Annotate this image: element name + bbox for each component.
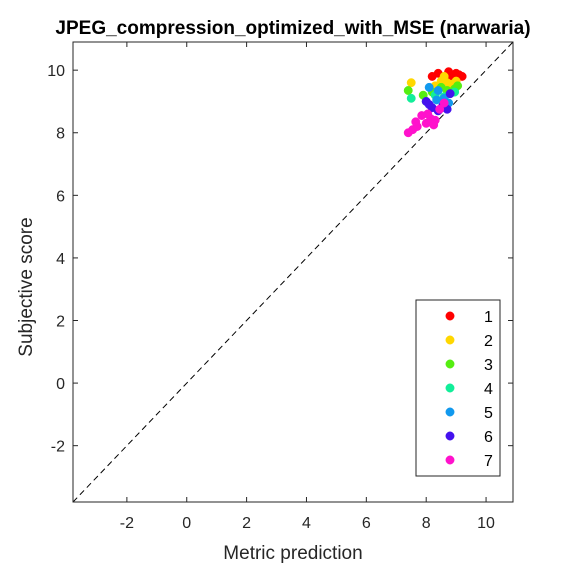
data-point (439, 71, 449, 81)
legend-marker (445, 407, 455, 417)
legend: 1 2 3 4 5 6 7 (415, 299, 501, 477)
data-point (403, 86, 413, 95)
data-point (406, 93, 416, 103)
x-tick-label: 6 (362, 515, 371, 532)
chart-title: JPEG_compression_optimized_with_MSE (nar… (55, 18, 530, 39)
data-point (423, 109, 433, 119)
x-tick-label: 10 (477, 515, 495, 532)
legend-marker (445, 383, 455, 393)
data-point (457, 71, 467, 81)
plot-frame (72, 41, 514, 503)
data-point (432, 95, 442, 105)
y-tick-label: 2 (56, 314, 65, 331)
data-point (411, 117, 421, 127)
x-tick-label: 8 (422, 515, 431, 532)
legend-marker (445, 335, 455, 345)
data-point (435, 104, 445, 114)
y-tick-label: 0 (56, 376, 65, 393)
data-point (439, 98, 449, 108)
x-tick-label: 0 (182, 515, 191, 532)
legend-label: 4 (484, 381, 493, 398)
data-point (424, 82, 434, 92)
y-tick-label: 10 (47, 63, 65, 80)
legend-label: 3 (484, 357, 493, 374)
legend-marker (445, 431, 455, 441)
legend-marker (445, 359, 455, 369)
y-tick-label: 4 (56, 251, 65, 268)
data-point (406, 78, 416, 88)
legend-label: 6 (484, 429, 493, 446)
y-tick-label: -2 (51, 439, 65, 456)
legend-label: 5 (484, 405, 493, 422)
series-7-points (403, 98, 449, 138)
legend-label: 2 (484, 333, 493, 350)
legend-label: 1 (484, 309, 493, 326)
legend-label: 7 (484, 453, 493, 470)
legend-marker (445, 455, 455, 465)
data-point (424, 100, 434, 110)
y-tick-label: 6 (56, 188, 65, 205)
y-axis-label: Subjective score (16, 217, 37, 356)
data-point (433, 86, 443, 95)
x-tick-label: 2 (242, 515, 251, 532)
legend-box (415, 299, 501, 477)
x-axis-label: Metric prediction (223, 543, 362, 564)
x-tick-label: -2 (120, 515, 134, 532)
y-tick-label: 8 (56, 126, 65, 143)
x-tick-label: 4 (302, 515, 311, 532)
legend-marker (445, 311, 455, 321)
data-point (445, 89, 455, 99)
reference-diagonal-line (72, 41, 514, 503)
data-point (429, 120, 439, 130)
